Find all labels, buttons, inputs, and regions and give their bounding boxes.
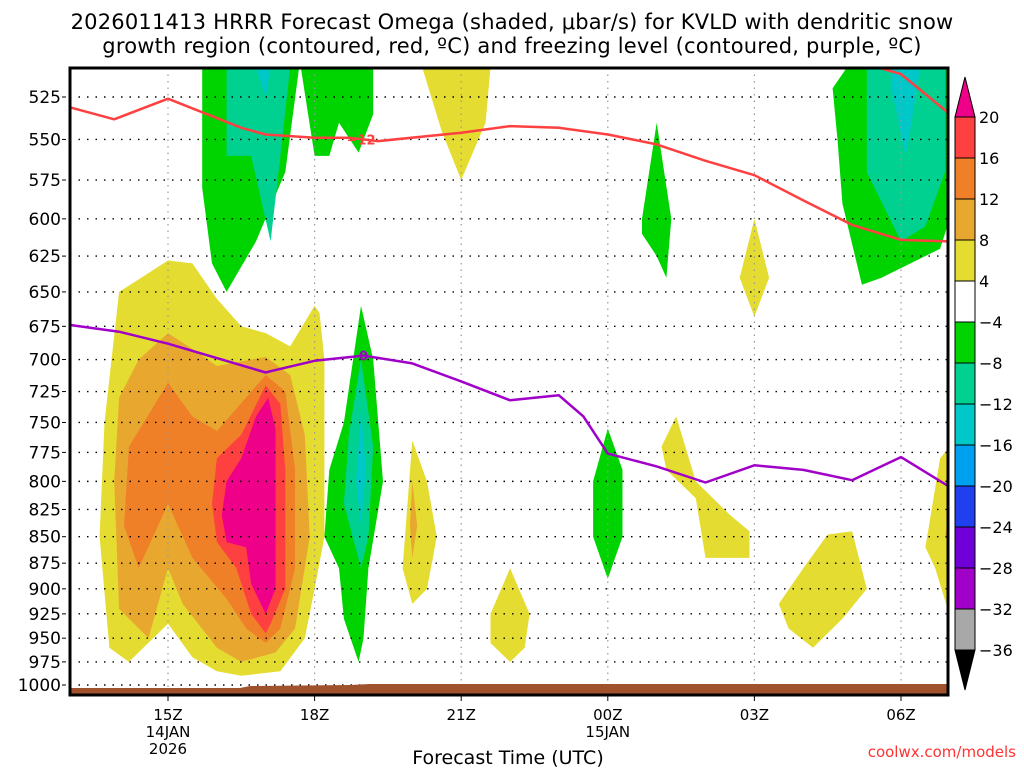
colorbar-tick-label: 8	[979, 231, 989, 250]
x-tick-label: 18Z	[300, 706, 329, 724]
omega-region-pink	[221, 397, 276, 614]
y-tick-label: 600	[29, 210, 61, 230]
colorbar-tick-label: −12	[979, 395, 1013, 414]
omega-region-yellow	[422, 68, 491, 180]
colorbar-tick-label: −32	[979, 600, 1013, 619]
colorbar-tick-label: 12	[979, 190, 999, 209]
y-tick-label: 950	[29, 629, 61, 649]
y-tick-label: 575	[29, 171, 61, 191]
terrain-fill	[70, 684, 948, 695]
x-tick-date: 15JAN	[585, 723, 630, 741]
y-tick-label: 800	[29, 472, 61, 492]
contours: −12 0	[70, 68, 948, 488]
colorbar-swatch	[954, 567, 976, 610]
colorbar: 20 16 12 8 4 −4 −8 −12 −16 −20 −24 −28 −32 −36	[954, 76, 1013, 691]
y-tick-label: 525	[29, 88, 61, 108]
omega-region-yellow	[739, 218, 770, 317]
omega-region-yellow	[778, 531, 867, 648]
chart-title-line2: growth region (contoured, red, ºC) and f…	[102, 34, 922, 58]
plot-frame	[68, 66, 950, 697]
colorbar-swatch	[954, 321, 976, 364]
colorbar-tick-label: −8	[979, 354, 1003, 373]
freezing-level-line	[70, 323, 948, 488]
colorbar-tick-label: −4	[979, 313, 1003, 332]
y-tick-label: 925	[29, 605, 61, 625]
colorbar-swatch	[954, 362, 976, 405]
colorbar-tick-label: −16	[979, 436, 1013, 455]
y-tick-label: 725	[29, 383, 61, 403]
colorbar-swatch	[954, 280, 976, 323]
freezing-contour-label: 0	[359, 350, 368, 365]
colorbar-swatch	[954, 485, 976, 528]
credit-link[interactable]: coolwx.com/models	[868, 743, 1016, 761]
y-tick-label: 625	[29, 247, 61, 267]
x-tick-label: 06Z	[886, 706, 915, 724]
colorbar-tick-label: −36	[979, 641, 1013, 660]
colorbar-swatch-bottom	[954, 649, 976, 691]
y-tick-label: 1000	[18, 676, 61, 696]
colorbar-swatch	[954, 157, 976, 200]
y-tick-label: 875	[29, 554, 61, 574]
x-axis-label: Forecast Time (UTC)	[412, 747, 603, 768]
colorbar-swatch	[954, 116, 976, 159]
y-tick-label: 675	[29, 317, 61, 337]
omega-region-yellow	[490, 568, 530, 662]
omega-region-cyan	[356, 410, 366, 526]
colorbar-swatch	[954, 608, 976, 651]
colorbar-tick-label: −28	[979, 559, 1013, 578]
dgz-contour-label: −12	[347, 133, 376, 148]
dgz-contour-line	[70, 97, 948, 243]
x-tick-label: 03Z	[740, 706, 769, 724]
y-tick-label: 700	[29, 351, 61, 371]
colorbar-swatch	[954, 526, 976, 569]
colorbar-swatch-top	[954, 76, 976, 118]
colorbar-tick-label: 20	[979, 108, 999, 127]
y-axis: 525 550 575 600 625 650 675 700 725 750 775 800 825 8…	[18, 88, 66, 696]
y-tick-label: 850	[29, 528, 61, 548]
colorbar-tick-label: −20	[979, 477, 1013, 496]
y-tick-label: 825	[29, 500, 61, 520]
y-tick-label: 900	[29, 580, 61, 600]
omega-region-teal	[226, 68, 291, 242]
colorbar-swatch	[954, 239, 976, 282]
colorbar-swatch	[954, 444, 976, 487]
x-tick-label: 00Z	[593, 706, 622, 724]
omega-region-cyan	[256, 68, 271, 97]
y-tick-label: 550	[29, 130, 61, 150]
colorbar-tick-label: 16	[979, 149, 999, 168]
x-tick-year: 2026	[149, 740, 187, 758]
colorbar-tick-label: 4	[979, 272, 989, 291]
y-tick-label: 750	[29, 413, 61, 433]
colorbar-swatch	[954, 403, 976, 446]
x-tick-date: 14JAN	[146, 723, 191, 741]
y-tick-label: 775	[29, 443, 61, 463]
colorbar-tick-label: −24	[979, 518, 1013, 537]
x-tick-label: 21Z	[447, 706, 476, 724]
omega-region-gold	[409, 481, 418, 558]
omega-region-yellow	[661, 416, 750, 558]
colorbar-swatch	[954, 198, 976, 241]
terrain	[70, 684, 948, 695]
omega-region-yellow	[925, 448, 948, 610]
omega-region-green	[315, 68, 374, 153]
y-tick-label: 975	[29, 653, 61, 673]
y-tick-label: 650	[29, 283, 61, 303]
omega-region-cyan	[891, 68, 921, 156]
x-tick-label: 15Z	[153, 706, 182, 724]
omega-region-green	[642, 122, 672, 278]
chart-title-line1: 2026011413 HRRR Forecast Omega (shaded, …	[70, 10, 954, 34]
